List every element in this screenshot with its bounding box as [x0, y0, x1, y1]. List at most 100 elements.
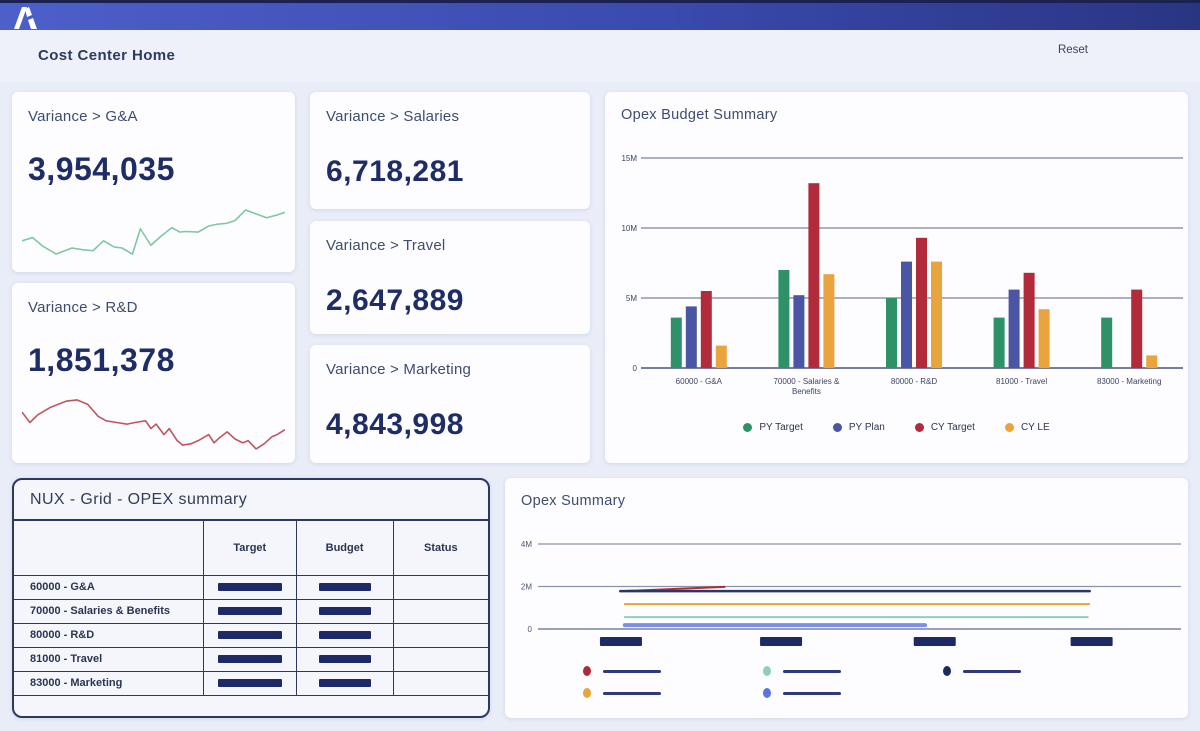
status-cell[interactable] [392, 671, 488, 696]
line-chart-legend [583, 666, 1123, 698]
x-axis-label: Benefits [792, 387, 821, 396]
bar-cy-target[interactable] [916, 237, 927, 368]
table-row[interactable]: 70000 - Salaries & Benefits [14, 599, 488, 624]
table-row[interactable]: 80000 - R&D [14, 623, 488, 648]
chart-title: Opex Budget Summary [621, 107, 778, 123]
grid-value-cell[interactable] [295, 671, 394, 696]
legend-item-py-plan[interactable]: PY Plan [832, 422, 885, 433]
redacted-value-bar [217, 607, 282, 615]
status-cell[interactable] [392, 599, 488, 624]
grid-value-cell[interactable] [295, 623, 394, 648]
grid-value-cell[interactable] [295, 575, 394, 600]
svg-text:5M: 5M [626, 294, 637, 303]
anaplan-logo-icon[interactable] [12, 6, 38, 29]
gna-sparkline-chart [22, 204, 285, 259]
bar-cy-target[interactable] [808, 183, 820, 368]
bar-cy-le[interactable] [715, 345, 727, 368]
redacted-value-bar [318, 679, 371, 687]
bar-py-target[interactable] [670, 317, 682, 368]
opex-summary-line-chart[interactable]: 4M 2M 0 [505, 528, 1188, 653]
reset-button[interactable]: Reset [1057, 44, 1088, 56]
redacted-value-bar [217, 631, 282, 639]
bar-py-target[interactable] [993, 317, 1005, 368]
kpi-value: 4,843,998 [326, 408, 464, 441]
opex-summary-card: Opex Summary 4M 2M 0 [505, 478, 1188, 718]
row-label: 60000 - G&A [14, 575, 204, 600]
bar-py-target[interactable] [1101, 317, 1113, 368]
redacted-x-tick-label [760, 637, 803, 646]
status-cell[interactable] [392, 647, 488, 672]
bar-py-plan[interactable] [685, 306, 697, 368]
redacted-x-tick-label [1070, 637, 1113, 646]
grid-value-cell[interactable] [203, 647, 297, 672]
chart-title: Opex Summary [521, 493, 626, 509]
x-axis-label: 60000 - G&A [676, 377, 723, 386]
redacted-value-bar [217, 655, 282, 663]
redacted-legend-label [783, 691, 841, 695]
kpi-value: 1,851,378 [28, 342, 175, 378]
legend-item[interactable] [583, 688, 763, 698]
column-header-target[interactable]: Target [203, 521, 297, 576]
redacted-legend-label [603, 669, 661, 673]
row-label: 81000 - Travel [14, 647, 204, 672]
bar-py-target[interactable] [778, 270, 790, 368]
redacted-value-bar [217, 679, 282, 687]
table-row[interactable]: 60000 - G&A [14, 575, 488, 600]
status-cell[interactable] [392, 623, 488, 648]
table-row[interactable]: 81000 - Travel [14, 647, 488, 672]
opex-summary-grid[interactable]: Target Budget Status 60000 - G&A 70000 - Sal… [14, 521, 488, 696]
bar-cy-target[interactable] [1023, 272, 1035, 368]
kpi-title: Variance > G&A [28, 108, 138, 125]
svg-text:15M: 15M [621, 154, 637, 163]
svg-text:2M: 2M [521, 583, 532, 592]
redacted-legend-label [783, 669, 841, 673]
kpi-title: Variance > Marketing [326, 361, 472, 378]
grid-value-cell[interactable] [203, 599, 297, 624]
redacted-value-bar [318, 583, 371, 591]
bar-cy-le[interactable] [1146, 355, 1158, 368]
grid-value-cell[interactable] [295, 647, 394, 672]
grid-value-cell[interactable] [295, 599, 394, 624]
legend-item-cy-target[interactable]: CY Target [914, 422, 975, 433]
row-label: 70000 - Salaries & Benefits [14, 599, 204, 624]
legend-item[interactable] [763, 688, 943, 698]
bar-cy-le[interactable] [823, 274, 835, 368]
legend-item[interactable] [943, 666, 1123, 676]
x-axis-label: 83000 - Marketing [1097, 377, 1161, 386]
legend-dot-icon [832, 423, 842, 432]
legend-item[interactable] [763, 666, 943, 676]
bar-py-target[interactable] [886, 298, 897, 368]
opex-budget-bar-chart[interactable]: 0 5M 10M 15M 60000 - G&A 70000 - Salaries &Be… [605, 144, 1188, 406]
bar-py-plan[interactable] [793, 295, 805, 368]
kpi-card-variance-gna: Variance > G&A 3,954,035 [12, 92, 295, 272]
svg-text:0: 0 [633, 364, 638, 373]
bar-cy-target[interactable] [1131, 289, 1143, 368]
legend-item-cy-le[interactable]: CY LE [1004, 422, 1050, 433]
kpi-value: 2,647,889 [326, 284, 464, 317]
bar-cy-le[interactable] [931, 261, 942, 368]
table-row[interactable]: 83000 - Marketing [14, 671, 488, 696]
column-header-status[interactable]: Status [392, 521, 488, 576]
bar-py-plan[interactable] [1008, 289, 1020, 368]
svg-text:10M: 10M [621, 224, 637, 233]
grid-value-cell[interactable] [203, 671, 297, 696]
kpi-title: Variance > R&D [28, 299, 138, 316]
kpi-value: 6,718,281 [326, 155, 464, 188]
status-cell[interactable] [392, 575, 488, 600]
svg-text:0: 0 [528, 625, 533, 634]
legend-dot-icon [763, 688, 771, 698]
bar-py-plan[interactable] [901, 261, 912, 368]
grid-title: NUX - Grid - OPEX summary [14, 480, 488, 521]
nux-opex-grid-card: NUX - Grid - OPEX summary Target Budget St… [12, 478, 490, 718]
grid-value-cell[interactable] [203, 623, 297, 648]
redacted-x-tick-label [913, 637, 956, 646]
legend-item[interactable] [583, 666, 763, 676]
opex-budget-summary-card: Opex Budget Summary 0 5M 10M 15M 60000 - G&A… [605, 92, 1188, 463]
legend-item-py-target[interactable]: PY Target [743, 422, 803, 433]
column-header-budget[interactable]: Budget [295, 521, 394, 576]
bar-cy-target[interactable] [700, 291, 712, 368]
redacted-value-bar [217, 583, 282, 591]
bar-cy-le[interactable] [1038, 309, 1050, 368]
grid-value-cell[interactable] [203, 575, 297, 600]
x-axis-label: 81000 - Travel [996, 377, 1047, 386]
